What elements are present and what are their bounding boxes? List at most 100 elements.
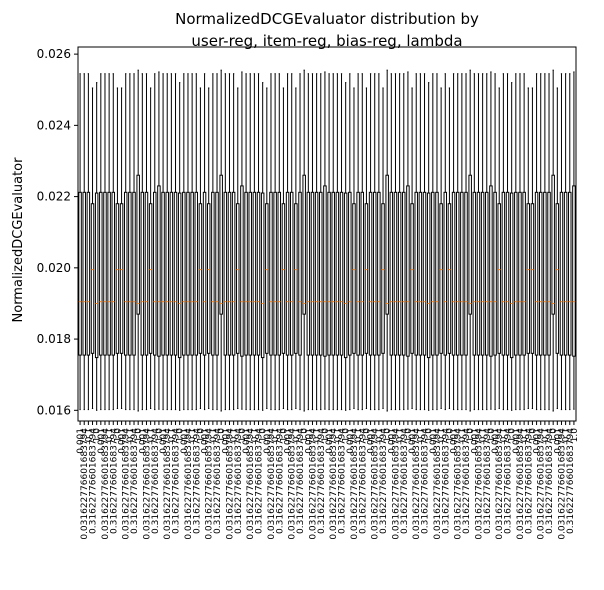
x-tick-label: 0.001 — [367, 428, 377, 454]
x-tick-label: 1.0 — [155, 428, 165, 443]
box-plot — [78, 73, 82, 411]
box-body — [140, 191, 145, 356]
box-body — [111, 191, 116, 356]
box-body — [406, 185, 410, 357]
box-body — [223, 191, 228, 356]
box-plot — [435, 73, 439, 411]
box-body — [447, 203, 452, 354]
box-plot — [281, 87, 286, 410]
box-plot — [289, 73, 294, 411]
box-body — [377, 191, 381, 356]
x-tick-label: 0.1 — [147, 428, 157, 442]
box-plot — [169, 73, 174, 411]
box-plot — [414, 73, 418, 411]
box-body — [518, 191, 522, 356]
box-body — [385, 174, 389, 315]
box-plot — [177, 82, 182, 411]
box-plot — [302, 69, 306, 412]
box-plot — [82, 73, 86, 411]
box-plot — [497, 87, 501, 410]
box-body — [476, 191, 481, 356]
box-plot — [260, 82, 265, 411]
x-tick-label: 0.1 — [416, 428, 426, 442]
x-tick-label: 0.31622776601683794 — [275, 428, 285, 534]
x-tick-label: 0.31622776601683794 — [296, 428, 306, 534]
box-body — [460, 191, 464, 356]
box-body — [123, 191, 128, 356]
box-plot — [186, 73, 190, 411]
y-tick-label: 0.022 — [37, 190, 71, 204]
box-plot — [364, 87, 369, 410]
box-plot — [119, 87, 124, 410]
box-plot — [111, 73, 116, 411]
x-tick-label: 0.31622776601683794 — [462, 428, 472, 534]
box-body — [559, 191, 564, 356]
box-plot — [360, 73, 365, 411]
box-body — [260, 192, 265, 359]
box-plot — [148, 87, 153, 410]
box-body — [136, 174, 140, 315]
box-plot — [493, 73, 497, 411]
x-tick-label: 0.001 — [346, 428, 356, 454]
x-tick-label: 0.001 — [221, 428, 231, 454]
box-plot — [406, 71, 410, 410]
x-tick-label: 0.31622776601683794 — [421, 428, 431, 534]
x-tick-label: 0.31622776601683794 — [213, 428, 223, 534]
box-series — [78, 69, 576, 412]
box-body — [236, 203, 240, 354]
box-plot — [115, 87, 120, 410]
x-tick-label: 0.31622776601683794 — [317, 428, 327, 534]
box-plot — [505, 73, 510, 411]
box-plot — [294, 87, 298, 410]
box-plot — [173, 73, 178, 411]
box-body — [231, 191, 236, 356]
box-plot — [99, 73, 103, 411]
y-tick-label: 0.026 — [37, 47, 71, 61]
box-plot — [534, 73, 539, 411]
box-body — [252, 191, 257, 356]
box-body — [165, 191, 169, 356]
box-body — [485, 191, 489, 356]
x-tick-label: 0.1 — [167, 428, 177, 442]
x-tick-label: 0.31622776601683794 — [192, 428, 202, 534]
box-plot — [319, 73, 323, 411]
box-body — [501, 191, 506, 356]
box-body — [82, 191, 86, 356]
y-tick-label: 0.016 — [37, 403, 71, 417]
box-plot — [206, 87, 211, 410]
x-tick-label: 0.1 — [499, 428, 509, 442]
x-tick-label: 1.0 — [508, 428, 518, 443]
x-tick-label: 0.031622776601683794 — [391, 428, 401, 540]
plot-area-frame — [77, 46, 577, 422]
x-tick-label: 0.001 — [470, 428, 480, 454]
x-tick-label: 0.001 — [242, 428, 252, 454]
box-plot — [352, 87, 356, 410]
x-tick-label: 0.031622776601683794 — [308, 428, 318, 540]
box-body — [435, 191, 439, 356]
box-plot — [563, 73, 568, 411]
x-tick-label: 0.1 — [271, 428, 281, 442]
x-tick-label: 1.0 — [259, 428, 269, 443]
box-plot — [526, 87, 531, 410]
x-tick-label: 1.0 — [466, 428, 476, 443]
x-tick-label: 0.001 — [408, 428, 418, 454]
box-plot — [476, 73, 481, 411]
x-tick-label: 0.001 — [201, 428, 211, 454]
box-plot — [161, 73, 165, 411]
box-plot — [244, 73, 248, 411]
x-tick-label: 0.31622776601683794 — [545, 428, 555, 534]
y-axis-label: NormalizedDCGEvaluator — [11, 157, 26, 323]
box-plot — [501, 73, 506, 411]
box-body — [128, 191, 132, 356]
box-plot — [256, 73, 261, 411]
box-plot — [348, 73, 352, 411]
box-plot — [277, 73, 282, 411]
x-tick-label: 1.0 — [238, 428, 248, 443]
box-body — [115, 203, 120, 354]
x-tick-label: 0.031622776601683794 — [80, 428, 90, 540]
y-tick-label: 0.018 — [37, 332, 71, 346]
box-body — [194, 191, 199, 356]
box-body — [215, 191, 219, 356]
x-tick-label: 0.1 — [230, 428, 240, 442]
x-tick-label: 1.0 — [300, 428, 310, 443]
